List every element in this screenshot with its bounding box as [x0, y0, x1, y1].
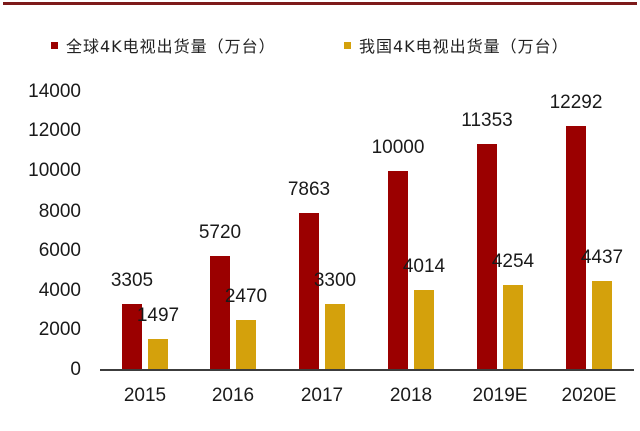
data-label-global: 11353	[461, 110, 513, 131]
data-label-global: 12292	[549, 92, 603, 113]
legend-label-global: 全球4K电视出货量（万台）	[66, 37, 276, 56]
bar-china	[503, 285, 523, 369]
x-tick-label: 2019E	[472, 385, 528, 406]
bar-global	[477, 144, 497, 369]
legend-swatch-china-icon	[344, 41, 351, 49]
data-label-china: 4254	[491, 251, 535, 272]
data-label-china: 4437	[580, 247, 624, 268]
legend: 全球4K电视出货量（万台） 我国4K电视出货量（万台）	[0, 33, 640, 57]
x-tick-label: 2020E	[561, 385, 617, 406]
bar-global	[566, 126, 586, 369]
legend-swatch-global-icon	[51, 41, 58, 49]
y-tick-label: 12000	[28, 120, 81, 141]
bar-global	[122, 304, 142, 369]
data-label-global: 5720	[198, 222, 242, 243]
legend-item-china: 我国4K电视出货量（万台）	[344, 33, 569, 57]
data-label-china: 4014	[402, 256, 446, 277]
y-tick-label: 6000	[38, 240, 81, 261]
bar-global	[299, 213, 319, 369]
data-label-china: 2470	[224, 286, 268, 307]
bar-china	[236, 320, 256, 369]
data-label-global: 10000	[371, 137, 425, 158]
header-rule	[3, 2, 637, 5]
x-tick-label: 2018	[389, 385, 433, 406]
bar-china	[325, 304, 345, 369]
y-tick-label: 10000	[28, 160, 81, 181]
bar-china	[148, 339, 168, 369]
data-label-china: 1497	[136, 305, 180, 326]
y-tick-label: 14000	[28, 81, 81, 102]
bar-global	[388, 171, 408, 369]
x-axis-line	[100, 369, 634, 371]
y-tick-label: 0	[70, 359, 81, 380]
y-tick-label: 8000	[38, 201, 81, 222]
bar-china	[414, 290, 434, 369]
x-tick-label: 2017	[300, 385, 344, 406]
bar-china	[592, 281, 612, 369]
legend-label-china: 我国4K电视出货量（万台）	[359, 37, 569, 56]
data-label-china: 3300	[313, 270, 357, 291]
data-label-global: 7863	[287, 179, 331, 200]
y-tick-label: 4000	[38, 280, 81, 301]
legend-item-global: 全球4K电视出货量（万台）	[51, 33, 276, 57]
y-tick-label: 2000	[38, 319, 81, 340]
bar-global	[210, 256, 230, 369]
data-label-global: 3305	[110, 270, 154, 291]
x-tick-label: 2015	[123, 385, 167, 406]
x-tick-label: 2016	[211, 385, 255, 406]
